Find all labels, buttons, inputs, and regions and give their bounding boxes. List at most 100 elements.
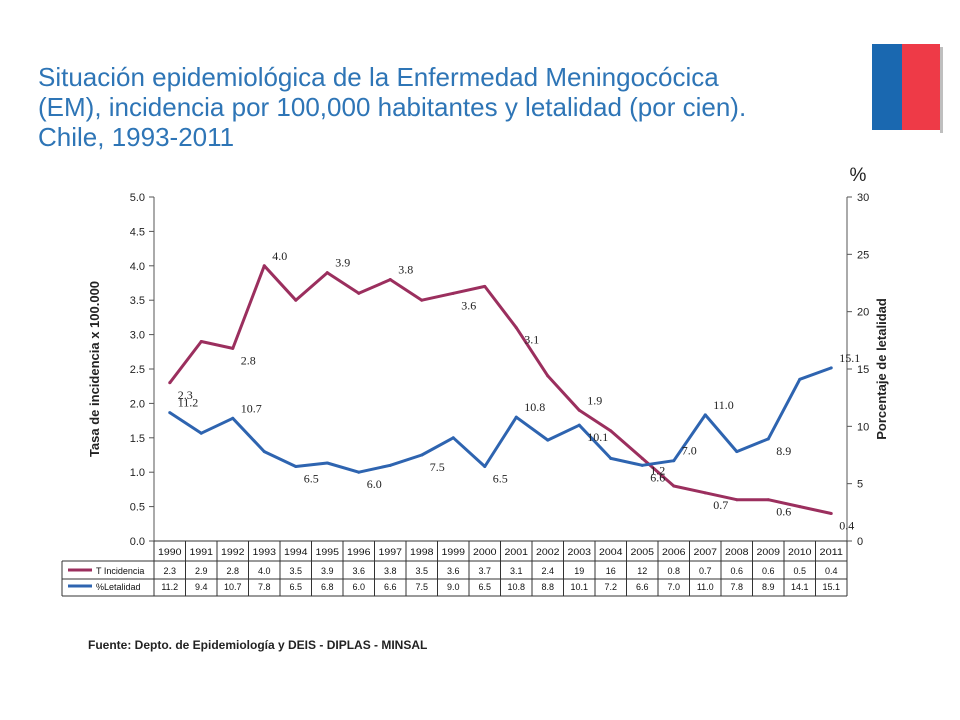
data-label-letalidad: 7.0 — [682, 444, 697, 458]
data-point-letalidad — [766, 437, 770, 441]
data-point-letalidad — [577, 423, 581, 427]
table-cell-incidencia: 3.9 — [321, 566, 334, 576]
data-label-incidencia: 4.0 — [272, 249, 287, 263]
y-tick-label-left: 2.5 — [130, 364, 145, 376]
x-tick-label-year: 2010 — [788, 547, 812, 557]
y-tick-label-right: 5 — [857, 479, 863, 491]
data-point-incidencia — [451, 291, 455, 295]
table-cell-letalidad: 6.0 — [352, 582, 365, 592]
y-tick-label-left: 5.0 — [130, 192, 145, 204]
slide-title: Situación epidemiológica de la Enfermeda… — [38, 62, 868, 152]
data-point-incidencia — [388, 278, 392, 282]
data-label-incidencia: 3.6 — [461, 298, 476, 312]
table-cell-letalidad: 15.1 — [822, 582, 840, 592]
data-point-incidencia — [766, 498, 770, 502]
flag-blue-band — [872, 44, 902, 130]
table-cell-incidencia: 2.9 — [195, 566, 208, 576]
data-label-letalidad: 8.9 — [776, 444, 791, 458]
y-tick-label-left: 1.0 — [130, 467, 145, 479]
data-point-incidencia — [199, 339, 203, 343]
table-cell-letalidad: 6.8 — [321, 582, 334, 592]
y-tick-label-left: 4.0 — [130, 261, 145, 273]
data-label-incidencia: 1.9 — [587, 393, 602, 407]
source-note: Fuente: Depto. de Epidemiología y DEIS -… — [88, 638, 428, 652]
y-tick-label-left: 2.0 — [130, 398, 145, 410]
data-point-incidencia — [735, 498, 739, 502]
data-point-letalidad — [483, 464, 487, 468]
data-point-letalidad — [420, 453, 424, 457]
table-cell-incidencia: 3.6 — [352, 566, 365, 576]
title-line-2: (EM), incidencia por 100,000 habitantes … — [38, 92, 747, 122]
data-point-incidencia — [798, 505, 802, 509]
data-point-incidencia — [703, 491, 707, 495]
data-label-incidencia: 1.2 — [650, 463, 665, 477]
data-point-incidencia — [231, 346, 235, 350]
data-point-incidencia — [357, 291, 361, 295]
table-cell-incidencia: 3.6 — [447, 566, 460, 576]
y-tick-label-right: 20 — [857, 307, 869, 319]
y-axis-title-left: Tasa de incidencia x 100.000 — [87, 281, 102, 457]
data-point-letalidad — [829, 366, 833, 370]
y-axis-unit-right: % — [850, 165, 867, 186]
data-label-incidencia: 3.8 — [398, 263, 413, 277]
data-point-letalidad — [703, 413, 707, 417]
data-label-letalidad: 11.0 — [713, 398, 734, 412]
data-point-incidencia — [483, 284, 487, 288]
legend-label-letalidad: %Letalidad — [96, 582, 141, 592]
data-label-letalidad: 15.1 — [839, 351, 860, 365]
x-tick-label-year: 1993 — [253, 547, 277, 557]
x-tick-label-year: 2007 — [694, 547, 718, 557]
table-cell-letalidad: 7.0 — [667, 582, 680, 592]
x-tick-label-year: 1996 — [347, 547, 371, 557]
table-cell-incidencia: 2.8 — [226, 566, 239, 576]
x-tick-label-year: 1994 — [284, 547, 308, 557]
table-cell-letalidad: 9.4 — [195, 582, 208, 592]
data-label-incidencia: 2.8 — [241, 353, 256, 367]
data-label-letalidad: 7.5 — [430, 460, 445, 474]
table-cell-letalidad: 8.9 — [762, 582, 775, 592]
data-point-letalidad — [388, 463, 392, 467]
data-point-letalidad — [168, 411, 172, 415]
table-cell-letalidad: 11.2 — [161, 582, 178, 592]
table-cell-letalidad: 7.2 — [604, 582, 617, 592]
data-label-letalidad: 6.5 — [304, 471, 319, 485]
x-tick-label-year: 2001 — [505, 547, 529, 557]
x-tick-label-year: 1992 — [221, 547, 245, 557]
data-point-letalidad — [325, 461, 329, 465]
table-cell-incidencia: 0.7 — [699, 566, 712, 576]
data-point-letalidad — [640, 463, 644, 467]
y-tick-label-left: 3.5 — [130, 295, 145, 307]
x-tick-label-year: 2008 — [725, 547, 749, 557]
data-point-letalidad — [672, 459, 676, 463]
title-line-3: Chile, 1993-2011 — [38, 122, 235, 152]
data-point-incidencia — [294, 298, 298, 302]
data-point-incidencia — [640, 456, 644, 460]
table-cell-letalidad: 7.5 — [415, 582, 428, 592]
data-label-incidencia: 0.6 — [776, 505, 791, 519]
table-cell-letalidad: 14.1 — [791, 582, 809, 592]
table-cell-incidencia: 16 — [606, 566, 616, 576]
data-point-incidencia — [546, 374, 550, 378]
data-point-incidencia — [514, 326, 518, 330]
series-line-letalidad — [168, 366, 832, 474]
data-label-incidencia: 3.9 — [335, 256, 350, 270]
data-point-letalidad — [451, 436, 455, 440]
data-label-incidencia: 0.4 — [839, 518, 854, 532]
table-cell-incidencia: 12 — [637, 566, 647, 576]
y-tick-label-right: 10 — [857, 421, 869, 433]
table-cell-letalidad: 6.5 — [289, 582, 302, 592]
data-point-letalidad — [294, 464, 298, 468]
table-cell-incidencia: 3.1 — [510, 566, 523, 576]
data-point-letalidad — [546, 438, 550, 442]
data-point-incidencia — [325, 271, 329, 275]
table-cell-incidencia: 0.5 — [793, 566, 806, 576]
y-tick-label-left: 0.0 — [130, 536, 145, 548]
data-label-incidencia: 0.7 — [713, 498, 728, 512]
flag-shadow — [940, 47, 943, 133]
data-point-letalidad — [199, 431, 203, 435]
data-point-letalidad — [735, 450, 739, 454]
x-tick-label-year: 1991 — [190, 547, 214, 557]
x-tick-label-year: 1997 — [379, 547, 403, 557]
data-point-letalidad — [514, 415, 518, 419]
